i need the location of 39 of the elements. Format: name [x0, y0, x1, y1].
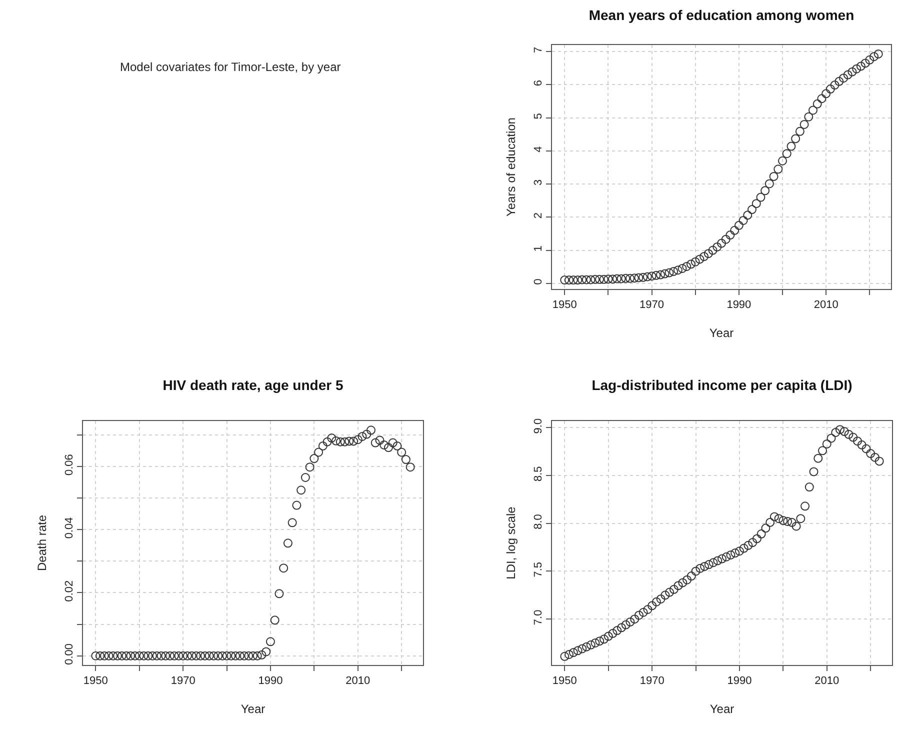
y-tick-label: 4	[532, 146, 545, 152]
y-tick-label: 0.02	[64, 580, 76, 602]
x-tick-label: 1990	[258, 675, 283, 688]
x-axis-title: Year	[709, 326, 734, 340]
x-axis-title: Year	[710, 702, 734, 716]
y-axis-title: Death rate	[34, 514, 49, 572]
y-tick-label: 7.0	[532, 610, 545, 626]
y-axis-title: LDI, log scale	[504, 506, 518, 580]
x-tick-label: 1970	[170, 675, 196, 688]
x-tick-label: 1970	[640, 299, 664, 312]
y-tick-label: 0.04	[64, 517, 76, 539]
x-tick-label: 2010	[346, 675, 370, 688]
y-tick-label: 8.5	[532, 466, 545, 482]
x-tick-label: 1990	[727, 675, 752, 688]
y-tick-label: 5	[532, 113, 545, 120]
y-tick-label: 0	[532, 278, 545, 285]
x-axis-title: Year	[240, 702, 266, 716]
y-tick-label: 0.00	[64, 643, 76, 665]
chart-title: Lag-distributed income per capita (LDI)	[592, 376, 852, 393]
y-tick-label: 9.0	[532, 418, 545, 434]
x-tick-label: 1950	[552, 299, 577, 312]
y-tick-label: 7.5	[532, 562, 545, 578]
y-tick-label: 7	[532, 46, 545, 54]
chart-title: HIV death rate, age under 5	[162, 376, 344, 393]
y-tick-label: 3	[532, 179, 545, 186]
y-tick-label: 2	[532, 212, 545, 219]
x-tick-label: 1970	[640, 675, 664, 688]
chart-title: Mean years of education among women	[588, 6, 854, 23]
y-axis-title: Years of education	[504, 118, 518, 216]
y-tick-label: 1	[532, 246, 545, 252]
y-tick-label: 6	[532, 80, 545, 86]
x-tick-label: 2010	[814, 299, 838, 312]
y-tick-label: 8.0	[532, 514, 545, 530]
y-tick-label: 0.06	[64, 454, 76, 476]
x-tick-label: 1950	[83, 675, 108, 688]
x-tick-label: 2010	[814, 675, 840, 688]
text: Model covariates for Timor-Leste, by year	[120, 60, 342, 74]
x-tick-label: 1950	[552, 675, 577, 688]
x-tick-label: 1990	[726, 299, 752, 312]
